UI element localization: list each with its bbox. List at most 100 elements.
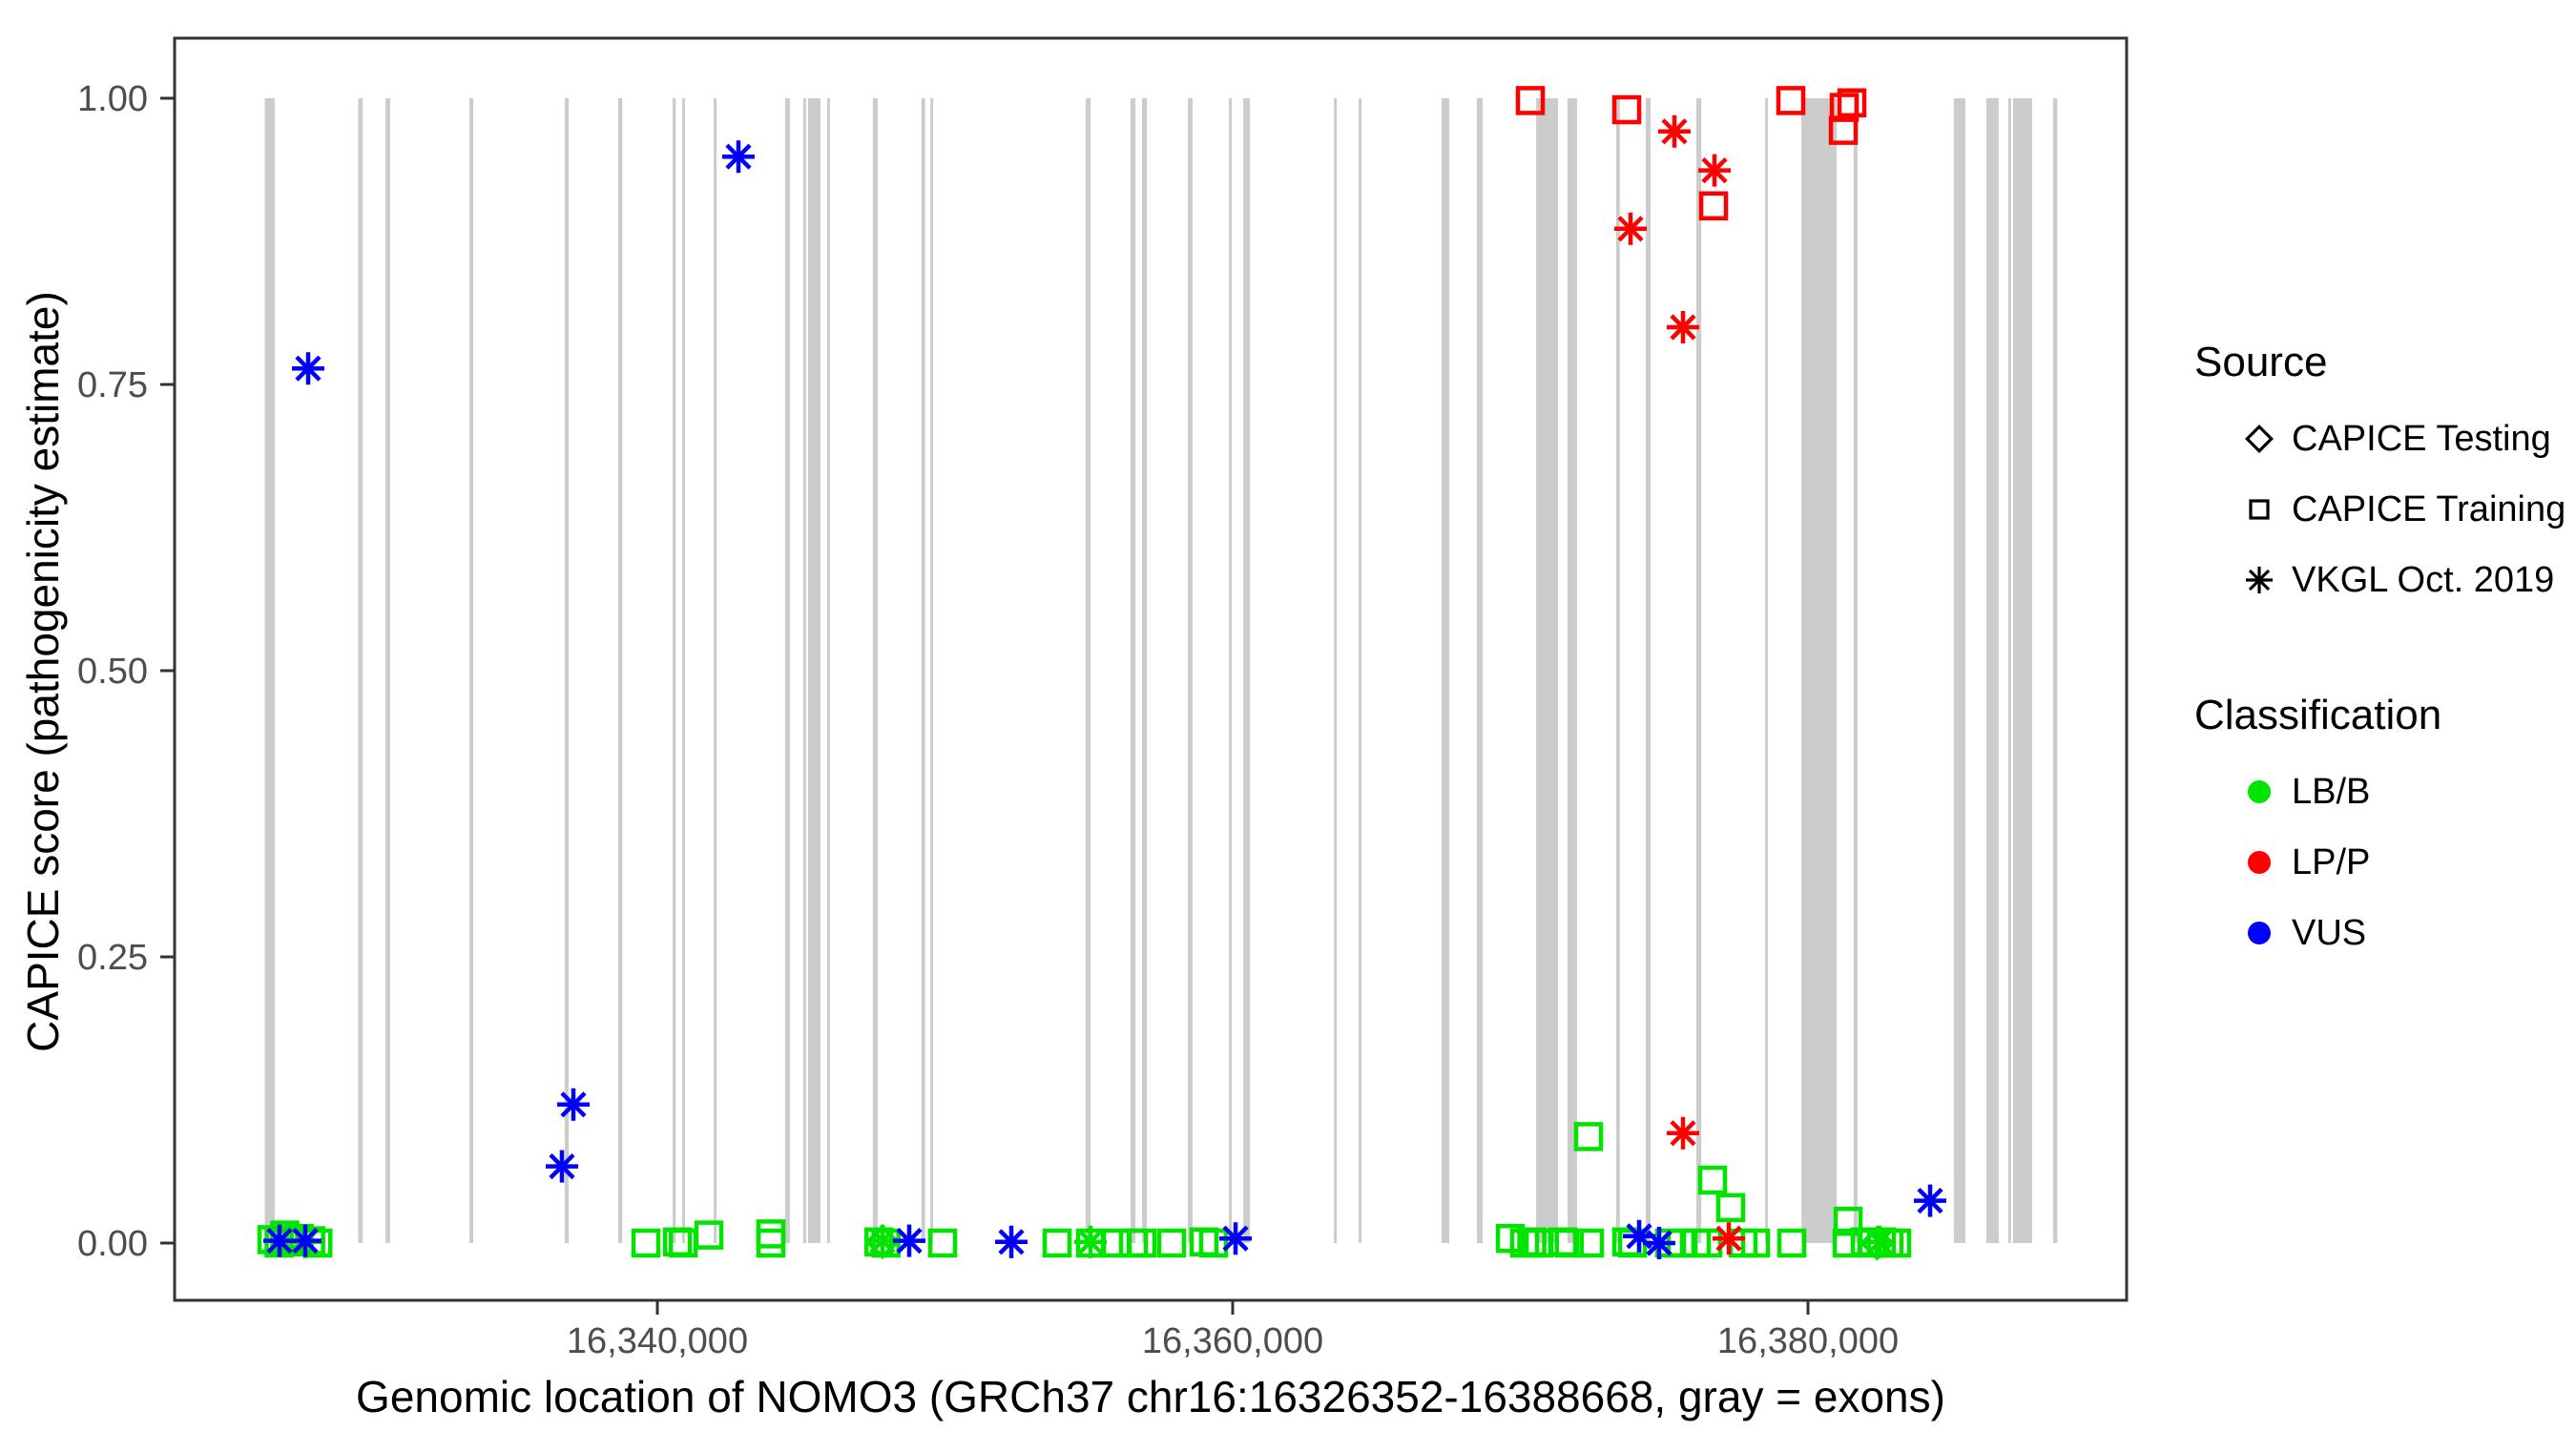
exon-bar <box>1853 98 1858 1243</box>
exon-bar <box>2007 98 2011 1243</box>
data-point-square <box>1573 1122 1604 1151</box>
exon-bar <box>358 98 364 1243</box>
data-point-square <box>1776 1228 1807 1258</box>
data-point-square <box>1611 94 1642 125</box>
exon-bar <box>1130 98 1136 1243</box>
data-point-asterisk <box>721 140 755 174</box>
y-tick-label: 1.00 <box>77 79 148 119</box>
data-point-square <box>1156 1228 1187 1258</box>
data-point-square <box>1698 191 1729 221</box>
legend-source-title: Source <box>2194 339 2328 385</box>
exon-bar <box>1334 98 1338 1243</box>
data-point-asterisk <box>1713 1222 1746 1255</box>
y-tick-label: 0.50 <box>77 652 148 692</box>
legend-item-vkgl: VKGL Oct. 2019 <box>2194 545 2566 615</box>
data-point-square <box>1740 1228 1771 1258</box>
legend-item-label: LB/B <box>2292 771 2371 812</box>
data-point-asterisk <box>892 1224 925 1257</box>
exon-bar <box>1476 98 1484 1243</box>
data-point-square <box>1189 1227 1219 1257</box>
data-point-asterisk <box>994 1225 1028 1258</box>
legend-item-capice-training: CAPICE Training <box>2194 474 2566 545</box>
data-point-square <box>756 1219 786 1249</box>
asterisk-icon <box>2238 559 2292 601</box>
exon-bar <box>264 98 275 1243</box>
legend-item-label: VUS <box>2292 912 2367 953</box>
data-point-asterisk <box>1074 1225 1107 1258</box>
exon-bar <box>1441 98 1450 1243</box>
diamond-icon <box>2238 418 2292 460</box>
lpp-dot-icon <box>2238 841 2292 883</box>
exon-bar <box>1567 98 1577 1243</box>
exon-bar <box>1696 98 1702 1243</box>
x-tick-label: 16,380,000 <box>1717 1321 1899 1361</box>
data-point-square <box>1101 1228 1132 1258</box>
data-point-square <box>631 1228 661 1258</box>
exon-bar <box>1765 98 1769 1243</box>
exon-bar <box>469 98 474 1243</box>
legend-classification-title: Classification <box>2194 692 2442 738</box>
exon-bar <box>1985 98 1999 1243</box>
exon-bar <box>1953 98 1965 1243</box>
data-point-square <box>1828 115 1859 145</box>
x-tick-label: 16,360,000 <box>1142 1321 1323 1361</box>
exon-bar <box>681 98 685 1243</box>
exon-bar <box>807 98 821 1243</box>
data-point-square <box>694 1220 724 1250</box>
square-icon <box>2238 488 2292 530</box>
data-point-asterisk <box>1698 154 1732 187</box>
data-point-asterisk <box>556 1088 590 1121</box>
exon-bar <box>1229 98 1233 1243</box>
data-point-square <box>1515 86 1546 115</box>
data-point-asterisk <box>1219 1222 1253 1255</box>
data-point-asterisk <box>291 352 324 385</box>
legend: Source CAPICE Testing CAPICE Training <box>2194 339 2566 968</box>
exon-bar <box>784 98 790 1243</box>
y-tick-label: 0.25 <box>77 938 148 978</box>
legend-item-capice-testing: CAPICE Testing <box>2194 404 2566 474</box>
exon-bar <box>802 98 806 1243</box>
legend-item-label: CAPICE Testing <box>2292 418 2551 459</box>
exon-bar <box>1187 98 1194 1243</box>
legend-item-lpp: LP/P <box>2194 827 2566 898</box>
data-point-square <box>1833 1206 1863 1236</box>
exon-bar <box>1645 98 1652 1243</box>
data-point-square <box>1042 1228 1072 1258</box>
data-point-square <box>1693 1228 1723 1258</box>
data-point-asterisk <box>1862 1225 1896 1258</box>
exon-bar <box>921 98 925 1243</box>
exon-bar <box>1243 98 1251 1243</box>
data-point-square <box>1554 1228 1585 1258</box>
data-point-square <box>756 1228 786 1258</box>
legend-item-lbb: LB/B <box>2194 757 2566 827</box>
exon-bar <box>385 98 390 1243</box>
exon-bar <box>1801 98 1838 1243</box>
data-point-square <box>1697 1165 1728 1195</box>
data-point-square <box>1776 86 1806 115</box>
exon-bar <box>826 98 830 1243</box>
exon-bar <box>1085 98 1091 1243</box>
data-point-asterisk <box>545 1150 578 1183</box>
data-point-square <box>1837 88 1867 118</box>
data-point-square <box>1198 1228 1229 1258</box>
y-tick-label: 0.75 <box>77 365 148 405</box>
exon-bar <box>1359 98 1362 1243</box>
data-point-square <box>1127 1228 1157 1258</box>
data-point-square <box>1574 1228 1605 1258</box>
data-point-asterisk <box>288 1224 322 1257</box>
data-point-square <box>927 1228 958 1258</box>
exon-bar <box>672 98 676 1243</box>
legend-item-label: VKGL Oct. 2019 <box>2292 559 2555 600</box>
data-point-asterisk <box>1914 1184 1947 1217</box>
exon-bar <box>617 98 623 1243</box>
data-point-asterisk <box>1667 1116 1700 1150</box>
lbb-dot-icon <box>2238 771 2292 813</box>
vus-dot-icon <box>2238 912 2292 954</box>
exon-bar <box>1536 98 1559 1243</box>
data-point-asterisk <box>1658 114 1692 148</box>
y-axis-title: CAPICE score (pathogenicity estimate) <box>18 291 68 1052</box>
x-axis-title: Genomic location of NOMO3 (GRCh37 chr16:… <box>356 1372 1945 1421</box>
exon-bar <box>2052 98 2058 1243</box>
